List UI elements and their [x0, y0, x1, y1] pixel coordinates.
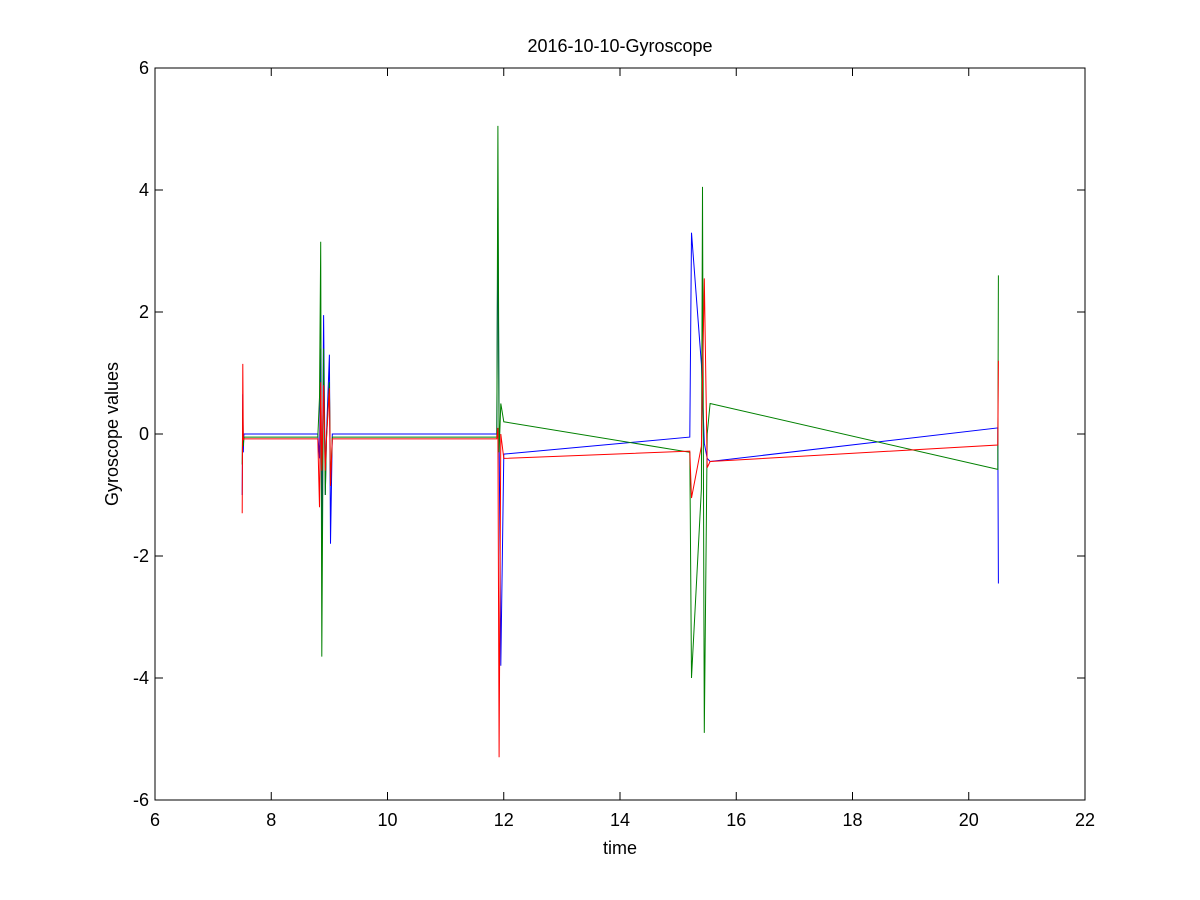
x-tick-label: 12 — [494, 810, 514, 830]
y-tick-label: 4 — [139, 180, 149, 200]
x-tick-label: 6 — [150, 810, 160, 830]
ticks-layer: 6 8 10 12 14 16 18 20 22 -6 -4 -2 0 2 4 6 — [133, 58, 1095, 830]
x-tick-label: 10 — [377, 810, 397, 830]
y-tick-label: 2 — [139, 302, 149, 322]
y-tick-label: -2 — [133, 546, 149, 566]
x-tick-label: 16 — [726, 810, 746, 830]
x-tick-label: 18 — [842, 810, 862, 830]
y-tick-label: 6 — [139, 58, 149, 78]
y-tick-label: 0 — [139, 424, 149, 444]
series-line-3 — [241, 278, 999, 758]
y-tick-label: -4 — [133, 668, 149, 688]
x-tick-label: 22 — [1075, 810, 1095, 830]
y-axis-label: Gyroscope values — [102, 362, 122, 506]
x-tick-label: 20 — [959, 810, 979, 830]
chart-title: 2016-10-10-Gyroscope — [527, 36, 712, 56]
x-axis-label: time — [603, 838, 637, 858]
y-tick-label: -6 — [133, 790, 149, 810]
series-layer — [241, 125, 999, 758]
x-tick-label: 14 — [610, 810, 630, 830]
x-tick-label: 8 — [266, 810, 276, 830]
